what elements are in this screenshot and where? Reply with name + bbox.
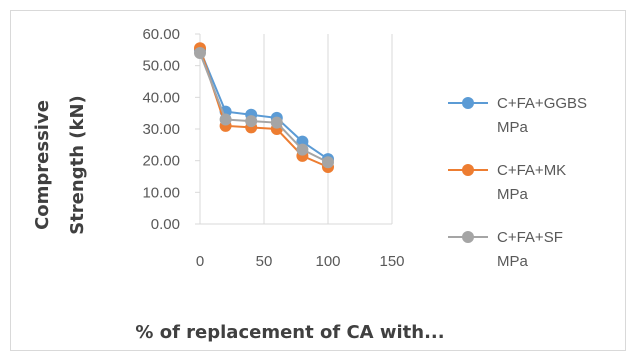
x-axis-title: % of replacement of CA with... (135, 322, 444, 343)
data-point (322, 156, 334, 169)
x-tick-label: 50 (256, 253, 273, 270)
x-axis-ticks: 0 50 100 150 (196, 253, 405, 270)
legend-marker (462, 231, 474, 243)
y-axis-title-line-2: Strength (kN) (67, 95, 88, 235)
x-tick-label: 150 (379, 253, 404, 270)
data-point (270, 116, 283, 129)
x-tick-label: 100 (315, 253, 340, 270)
y-axis-title-line-1: Compressive (32, 100, 53, 230)
data-point (245, 115, 258, 128)
y-tick-label: 0.00 (151, 216, 180, 233)
legend-label: C+FA+GGBS (497, 95, 587, 112)
y-tick-label: 50.00 (142, 58, 180, 75)
y-tick-label: 20.00 (142, 153, 180, 170)
series-3 (194, 47, 334, 169)
data-point (219, 113, 232, 126)
legend-label: C+FA+SF (497, 229, 563, 246)
legend-item-2: C+FA+MK MPa (448, 162, 566, 203)
x-tick-label: 0 (196, 253, 204, 270)
legend-label: MPa (497, 119, 529, 136)
legend: C+FA+GGBS MPa C+FA+MK MPa C+FA+SF MPa (448, 95, 587, 270)
legend-label: MPa (497, 253, 529, 270)
legend-item-1: C+FA+GGBS MPa (448, 95, 587, 136)
y-tick-label: 40.00 (142, 89, 180, 106)
legend-label: C+FA+MK (497, 162, 566, 179)
y-tick-label: 10.00 (142, 184, 180, 201)
legend-label: MPa (497, 186, 529, 203)
y-tick-label: 30.00 (142, 121, 180, 138)
legend-marker (462, 164, 474, 176)
y-axis-ticks: 0.00 10.00 20.00 30.00 40.00 50.00 60.00 (142, 26, 200, 233)
chart-frame (10, 10, 626, 351)
series-group (194, 42, 334, 173)
data-point (296, 143, 309, 156)
y-tick-label: 60.00 (142, 26, 180, 43)
legend-marker (462, 97, 474, 109)
data-point (194, 47, 206, 59)
legend-item-3: C+FA+SF MPa (448, 229, 563, 270)
